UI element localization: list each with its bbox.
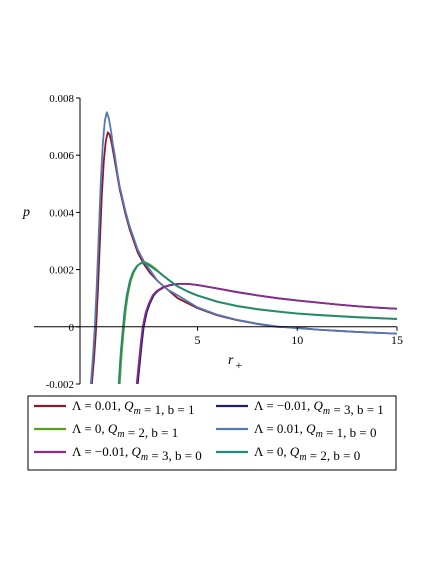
series-line-1: [90, 131, 398, 384]
y-tick-label: 0.004: [49, 207, 74, 219]
series-line-6: [117, 262, 398, 384]
x-tick-label: 5: [195, 333, 201, 347]
legend-item: Λ = 0, Qm = 2, b = 0: [216, 444, 360, 463]
legend-item: Λ = −0.01, Qm = 3, b = 1: [216, 398, 384, 417]
x-axis-label: r +: [228, 353, 242, 372]
plot-area: [89, 111, 398, 384]
x-axis-label-subscript: +: [235, 358, 242, 372]
series-line-4: [89, 111, 398, 384]
legend-label: Λ = 0.01, Qm = 1, b = 1: [72, 398, 194, 417]
legend-item: Λ = −0.01, Qm = 3, b = 0: [34, 444, 202, 463]
x-tick-label: 15: [391, 333, 403, 347]
legend-label: Λ = −0.01, Qm = 3, b = 1: [254, 398, 384, 417]
x-tick-label: 10: [291, 333, 303, 347]
legend: Λ = 0.01, Qm = 1, b = 1 Λ = −0.01, Qm = 3…: [27, 395, 397, 471]
y-tick-label: 0.002: [49, 265, 74, 277]
y-tick-label: 0: [69, 322, 75, 334]
legend-item: Λ = 0.01, Qm = 1, b = 1: [34, 398, 194, 417]
legend-label: Λ = 0.01, Qm = 1, b = 0: [254, 421, 376, 440]
legend-item: Λ = 0, Qm = 2, b = 1: [34, 421, 178, 440]
series-line-2: [136, 283, 398, 384]
legend-item: Λ = 0.01, Qm = 1, b = 0: [216, 421, 376, 440]
legend-box: [27, 395, 397, 471]
series-line-5: [135, 283, 398, 384]
y-tick-label: 0.008: [49, 93, 74, 105]
x-axis-label-main: r: [228, 353, 234, 368]
legend-label: Λ = 0, Qm = 2, b = 0: [254, 444, 360, 463]
axes: 5 10 15 0.008 0.006 0.004 0.002 0 -0.002 r + p: [22, 93, 403, 391]
y-tick-label: 0.006: [49, 150, 74, 162]
legend-label: Λ = −0.01, Qm = 3, b = 0: [72, 444, 202, 463]
legend-label: Λ = 0, Qm = 2, b = 1: [72, 421, 178, 440]
y-tick-label: -0.002: [46, 379, 74, 391]
y-axis-label: p: [22, 205, 30, 220]
